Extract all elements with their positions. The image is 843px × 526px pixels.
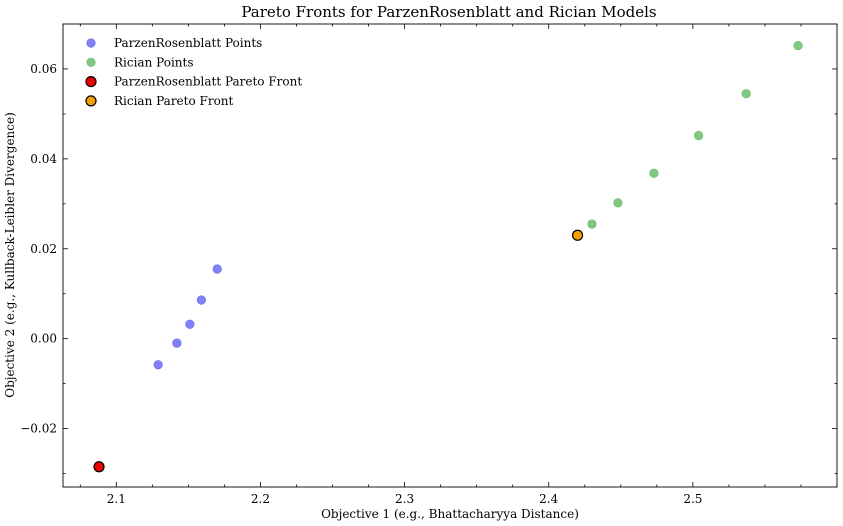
chart-title: Pareto Fronts for ParzenRosenblatt and R… [241, 3, 656, 21]
legend-label: ParzenRosenblatt Pareto Front [114, 75, 302, 89]
legend-label: ParzenRosenblatt Points [114, 36, 262, 50]
data-marks [93, 40, 803, 473]
legend: ParzenRosenblatt Points Rician Points Parz… [85, 36, 302, 108]
legend-marker [86, 57, 96, 67]
data-point [613, 198, 623, 208]
legend-marker [85, 75, 97, 88]
y-axis-label: Objective 2 (e.g., Kullback-Leibler Dive… [3, 112, 17, 398]
data-point [153, 360, 163, 370]
data-point [587, 219, 597, 229]
data-point [571, 229, 584, 241]
x-tick-label: 2.2 [251, 492, 270, 506]
y-tick-label: 0.02 [30, 242, 57, 256]
data-point [212, 264, 222, 274]
data-point [793, 40, 803, 51]
legend-label: Rician Points [114, 55, 194, 69]
x-axis-label: Objective 1 (e.g., Bhattacharyya Distanc… [321, 507, 579, 521]
x-tick-label: 2.4 [539, 492, 558, 506]
x-tick-label: 2.3 [395, 492, 414, 506]
data-point [196, 295, 206, 305]
series-0 [153, 264, 222, 370]
legend-marker [85, 95, 97, 107]
data-point [649, 168, 659, 178]
data-point [93, 461, 105, 473]
series-3 [571, 229, 584, 241]
data-point [172, 338, 182, 348]
series-1 [587, 40, 803, 229]
axis-ticks: 2.1 2.2 2.3 2.4 2.5 −0.02 0.00 0.02 0.04 0.06 [20, 24, 838, 506]
data-point [185, 319, 195, 329]
series-2 [93, 461, 105, 473]
legend-marker [86, 38, 96, 48]
data-point [741, 89, 751, 99]
data-point [694, 130, 704, 141]
y-tick-label: 0.00 [30, 332, 57, 346]
y-tick-label: 0.04 [30, 152, 57, 166]
x-tick-label: 2.1 [107, 492, 126, 506]
legend-label: Rician Pareto Front [114, 94, 234, 108]
plot-frame [62, 23, 838, 488]
y-tick-label: −0.02 [20, 422, 57, 436]
y-tick-label: 0.06 [30, 62, 57, 76]
x-tick-label: 2.5 [683, 492, 702, 506]
